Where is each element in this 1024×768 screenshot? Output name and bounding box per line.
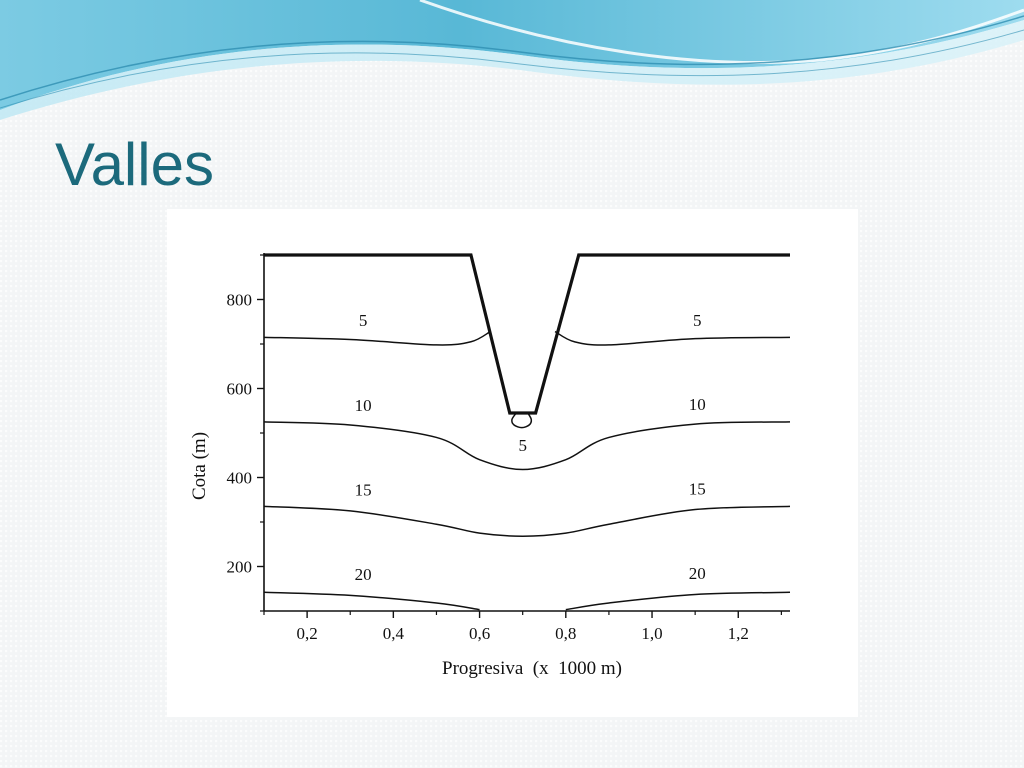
contour-label-20-2: 20 (689, 564, 706, 583)
contour-figure: 200 400 600 800 0,2 0,4 0,6 0,8 1,0 1,2 5 5 5 10 10 15… (167, 209, 858, 717)
contour-label-20-1: 20 (355, 565, 372, 584)
y-tick-label-800: 800 (227, 291, 253, 310)
x-tick-label-3: 0,6 (469, 624, 490, 643)
valley-profile (264, 253, 790, 415)
contour-label-10-1: 10 (355, 396, 372, 415)
contour-label-10-2: 10 (689, 395, 706, 414)
contour-label-5-2: 5 (693, 311, 702, 330)
y-tick-label-600: 600 (227, 380, 253, 399)
contour-label-5-3: 5 (518, 436, 527, 455)
x-tick-label-4: 0,8 (555, 624, 576, 643)
y-tick-label-200: 200 (227, 558, 253, 577)
y-tick-label-400: 400 (227, 469, 253, 488)
contour-label-5-1: 5 (359, 311, 368, 330)
x-tick-label-6: 1,2 (728, 624, 749, 643)
x-tick-label-1: 0,2 (296, 624, 317, 643)
x-axis-label: Progresiva (x 1000 m) (442, 658, 622, 679)
contour-line-10-1 (263, 421, 791, 471)
wave-header-decoration (0, 0, 1024, 120)
contour-chart: 200 400 600 800 0,2 0,4 0,6 0,8 1,0 1,2 5 5 5 10 10 15… (189, 253, 791, 679)
x-tick-label-5: 1,0 (641, 624, 662, 643)
x-tick-label-2: 0,4 (383, 624, 405, 643)
contour-line-5-1 (263, 330, 491, 346)
contour-label-15-2: 15 (689, 479, 706, 498)
contour-line-20-1 (263, 591, 480, 611)
contour-line-20-2 (565, 591, 791, 611)
contour-line-5-3 (511, 412, 533, 429)
contour-label-15-1: 15 (355, 480, 372, 499)
contour-line-5-2 (554, 330, 791, 346)
slide-title: Valles (55, 131, 214, 198)
y-axis-label: Cota (m) (189, 432, 210, 500)
contour-line-15-1 (263, 505, 791, 537)
